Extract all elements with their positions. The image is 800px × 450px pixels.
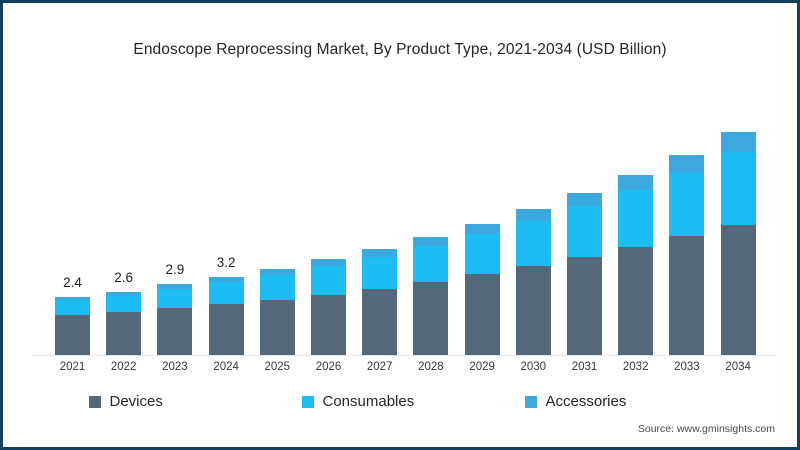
legend-item-consumables[interactable]: Consumables xyxy=(284,393,497,410)
bar-segment-accessories xyxy=(362,248,398,257)
bar-segment-consumables xyxy=(55,299,90,316)
bar-segment-devices xyxy=(259,299,295,356)
bar-segment-accessories xyxy=(669,155,705,173)
bar-segment-consumables xyxy=(669,172,705,237)
bar-segment-consumables xyxy=(515,221,551,267)
bar-segment-devices xyxy=(311,294,346,356)
x-axis-tick: 2026 xyxy=(315,361,342,373)
bar-stack xyxy=(311,259,346,356)
bar-segment-accessories xyxy=(157,284,193,289)
bar-value-label: 2.4 xyxy=(63,274,82,290)
bar-segment-consumables xyxy=(413,246,449,282)
bar-stack xyxy=(567,192,602,356)
bar-segment-accessories xyxy=(311,259,346,267)
x-axis-tick: 2032 xyxy=(622,361,649,373)
bar-segment-devices xyxy=(208,304,244,356)
bar-segment-accessories xyxy=(515,208,551,222)
bar-stack xyxy=(259,268,295,356)
bar-stack xyxy=(720,132,756,356)
chart-legend: Devices Consumables Accessories xyxy=(3,393,797,410)
bar-segment-consumables xyxy=(106,295,142,312)
bar-segment-accessories xyxy=(567,192,602,207)
x-axis-tick: 2023 xyxy=(162,361,188,373)
bar-segment-accessories xyxy=(55,296,90,300)
x-axis-tick: 2021 xyxy=(59,361,86,373)
chart-title: Endoscope Reprocessing Market, By Produc… xyxy=(133,41,667,58)
bar-segment-devices xyxy=(618,247,654,356)
legend-label-devices: Devices xyxy=(109,393,163,410)
bar-stack xyxy=(618,174,654,356)
x-axis-tick: 2029 xyxy=(469,361,495,373)
bar-segment-devices xyxy=(464,274,500,356)
bar-segment-consumables xyxy=(311,266,346,295)
x-axis-tick: 2033 xyxy=(674,361,700,373)
bar-segment-devices xyxy=(157,308,193,356)
bar-segment-accessories xyxy=(106,291,142,296)
x-axis-tick: 2028 xyxy=(418,361,444,373)
bar-segment-devices xyxy=(669,236,705,356)
bar-value-label: 2.9 xyxy=(165,262,185,278)
bar-segment-devices xyxy=(362,288,398,356)
bar-segment-consumables xyxy=(618,190,654,248)
legend-item-accessories[interactable]: Accessories xyxy=(497,393,720,410)
bar-segment-consumables xyxy=(208,282,244,305)
bar-segment-accessories xyxy=(413,236,449,247)
source-attribution: Source: www.gminsights.com xyxy=(637,423,775,435)
bar-segment-consumables xyxy=(362,256,398,289)
x-axis-tick: 2027 xyxy=(366,361,393,373)
bar-segment-consumables xyxy=(464,234,500,275)
legend-swatch-accessories xyxy=(524,395,537,408)
x-axis-tick: 2024 xyxy=(213,361,239,373)
bar-segment-accessories xyxy=(720,132,756,153)
plot-area: 2.4 2.6 2.9 3.2 xyxy=(33,113,773,356)
bar-segment-devices xyxy=(515,266,551,356)
bar-stack xyxy=(362,248,398,356)
x-axis-tick: 2030 xyxy=(520,361,547,373)
bar-stack xyxy=(106,291,142,356)
x-axis-line xyxy=(33,355,775,356)
legend-item-devices[interactable]: Devices xyxy=(81,393,284,410)
bar-stack xyxy=(464,223,500,356)
x-axis-tick: 2025 xyxy=(264,361,291,373)
bar-stack xyxy=(515,208,551,356)
bar-segment-consumables xyxy=(720,152,756,225)
bar-stack xyxy=(413,236,449,356)
bar-stack xyxy=(669,155,705,356)
legend-label-accessories: Accessories xyxy=(545,393,627,410)
bar-stack xyxy=(157,284,193,356)
bar-segment-devices xyxy=(106,311,142,356)
bar-segment-devices xyxy=(55,315,90,356)
bar-stack xyxy=(55,296,90,356)
bar-segment-accessories xyxy=(618,174,654,191)
x-axis-tick: 2034 xyxy=(725,361,751,373)
bar-stack xyxy=(208,276,244,356)
bar-segment-accessories xyxy=(259,268,295,275)
x-axis-tick: 2031 xyxy=(571,361,598,373)
bar-segment-accessories xyxy=(464,223,500,235)
bar-segment-devices xyxy=(720,224,756,356)
legend-swatch-devices xyxy=(88,395,101,408)
x-axis-tick: 2022 xyxy=(110,361,137,373)
bar-value-label: 3.2 xyxy=(216,254,236,270)
legend-swatch-consumables xyxy=(301,395,314,408)
bar-segment-consumables xyxy=(567,206,602,258)
bar-segment-consumables xyxy=(157,288,193,309)
bar-segment-consumables xyxy=(259,274,295,300)
bar-segment-devices xyxy=(413,281,449,356)
bar-segment-accessories xyxy=(208,276,244,283)
legend-label-consumables: Consumables xyxy=(322,393,415,410)
bar-value-label: 2.6 xyxy=(114,269,134,285)
bar-segment-devices xyxy=(567,257,602,356)
